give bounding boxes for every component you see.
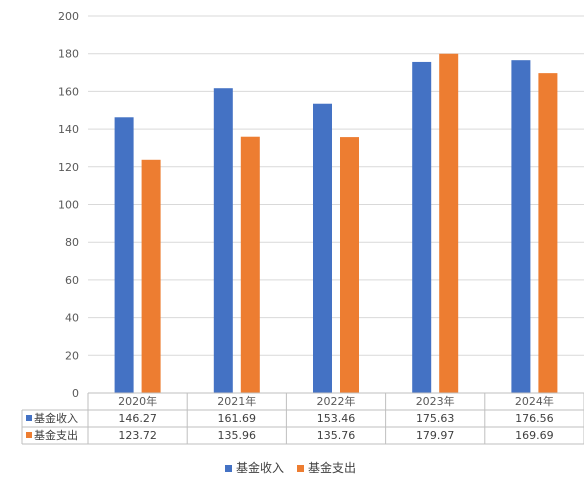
table-series-name: 基金收入: [34, 411, 78, 425]
bar-expense: [538, 73, 558, 394]
y-tick-label: 160: [58, 85, 79, 98]
bars: [114, 53, 558, 394]
table-value: 153.46: [317, 412, 356, 425]
y-tick-label: 20: [65, 349, 79, 362]
table-value: 175.63: [416, 412, 455, 425]
table-value: 169.69: [515, 429, 554, 442]
legend-label: 基金收入: [236, 460, 284, 475]
bar-income: [313, 103, 332, 393]
y-tick-label: 0: [72, 387, 79, 400]
bar-expense: [340, 137, 359, 393]
x-category-label: 2020年: [118, 394, 157, 408]
y-tick-label: 60: [65, 274, 79, 287]
bar-income: [213, 88, 233, 393]
gridlines: [88, 15, 584, 356]
bar-income: [114, 117, 134, 393]
x-category-label: 2023年: [416, 394, 455, 408]
bar-income: [511, 60, 531, 394]
bar-expense: [240, 136, 260, 393]
y-tick-label: 120: [58, 161, 79, 174]
legend-swatch: [225, 465, 232, 472]
bar-expense: [141, 159, 161, 393]
bar-income: [412, 61, 432, 394]
y-tick-label: 200: [58, 10, 79, 23]
x-category-label: 2021年: [217, 394, 256, 408]
y-tick-label: 180: [58, 48, 79, 61]
y-tick-label: 100: [58, 199, 79, 212]
table-value: 146.27: [118, 412, 157, 425]
table-value: 135.96: [218, 429, 257, 442]
table-value: 123.72: [118, 429, 157, 442]
table-value: 176.56: [515, 412, 554, 425]
x-category-label: 2022年: [317, 394, 356, 408]
y-tick-label: 40: [65, 312, 79, 325]
legend-label: 基金支出: [308, 460, 356, 475]
legend-swatch: [297, 465, 304, 472]
legend: 基金收入 基金支出: [225, 460, 356, 475]
table-value: 161.69: [218, 412, 257, 425]
table-legend-key: [26, 415, 32, 421]
table-value: 179.97: [416, 429, 455, 442]
table-legend-key: [26, 432, 32, 438]
table-series-name: 基金支出: [34, 428, 78, 442]
table-value: 135.76: [317, 429, 356, 442]
bar-expense: [439, 53, 459, 393]
y-axis-ticks: 0 20 40 60 80 100 120 140 160 180 200: [58, 10, 79, 400]
y-tick-label: 80: [65, 236, 79, 249]
x-category-label: 2024年: [515, 394, 554, 408]
y-tick-label: 140: [58, 123, 79, 136]
